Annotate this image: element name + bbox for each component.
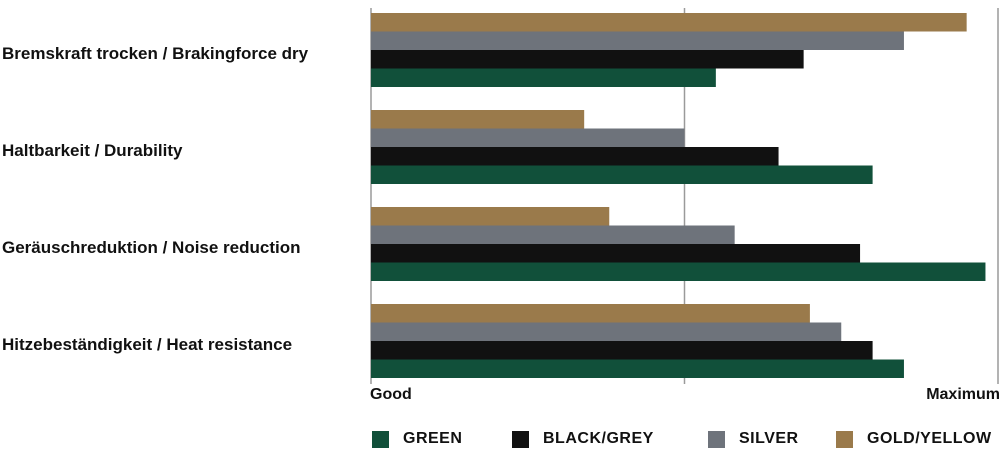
bar-gold-yellow-0 <box>371 13 967 32</box>
bar-gold-yellow-2 <box>371 207 610 226</box>
bar-silver-2 <box>371 225 735 244</box>
legend-label: GOLD/YELLOW <box>867 430 992 447</box>
category-label: Bremskraft trocken / Brakingforce dry <box>2 44 309 63</box>
bar-silver-1 <box>371 128 685 147</box>
bar-green-2 <box>371 262 986 281</box>
axis-max-label: Maximum <box>926 386 1000 403</box>
bar-green-1 <box>371 165 873 184</box>
bar-green-0 <box>371 68 716 87</box>
category-label: Geräuschreduktion / Noise reduction <box>2 238 301 257</box>
legend: GREEN BLACK/GREY SILVER GOLD/YELLOW <box>0 430 1000 454</box>
category-label: Hitzebeständigkeit / Heat resistance <box>2 335 293 354</box>
bar-green-3 <box>371 359 904 378</box>
bar-gold-yellow-3 <box>371 304 810 323</box>
legend-item: SILVER <box>708 430 799 448</box>
axis-min-label: Good <box>370 386 412 403</box>
legend-swatch <box>372 430 389 448</box>
legend-label: SILVER <box>739 430 799 447</box>
bar-gold-yellow-1 <box>371 110 585 129</box>
bar-silver-0 <box>371 31 904 50</box>
legend-swatch <box>836 430 853 448</box>
legend-label: GREEN <box>403 430 463 447</box>
legend-item: GOLD/YELLOW <box>836 430 992 448</box>
legend-item: GREEN <box>372 430 462 448</box>
bar-black-grey-2 <box>371 244 861 263</box>
bar-black-grey-1 <box>371 147 779 166</box>
category-label: Haltbarkeit / Durability <box>2 141 183 160</box>
legend-swatch <box>708 430 725 448</box>
legend-swatch <box>512 430 529 448</box>
legend-item: BLACK/GREY <box>512 430 654 448</box>
bar-black-grey-3 <box>371 341 873 360</box>
legend-label: BLACK/GREY <box>543 430 654 447</box>
bars <box>371 13 986 378</box>
bar-silver-3 <box>371 322 842 341</box>
bar-black-grey-0 <box>371 50 804 69</box>
